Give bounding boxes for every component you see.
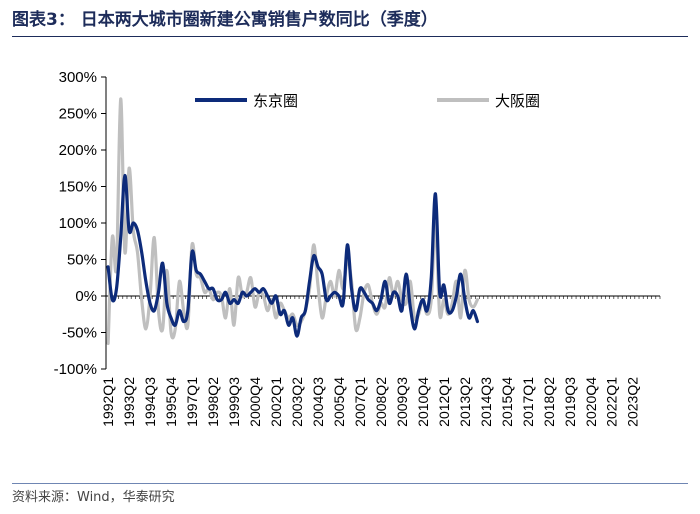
x-tick-label: 2022Q1 <box>604 377 620 427</box>
y-tick-label: 50% <box>67 252 97 269</box>
figure-title: 图表3： 日本两大城市圈新建公寓销售户数同比（季度） <box>12 10 438 30</box>
source-rule <box>12 483 688 484</box>
y-axis: -100% -50% 0% 50% 100% 150% 200% 250% 300% <box>54 69 107 378</box>
x-tick-label: 2007Q1 <box>352 377 368 427</box>
x-tick-label: 2017Q1 <box>520 377 536 427</box>
x-tick-label: 1993Q2 <box>121 377 137 427</box>
x-tick-label: 1999Q3 <box>226 377 242 427</box>
x-tick-label: 2014Q3 <box>478 377 494 427</box>
x-tick-label: 2010Q4 <box>415 377 431 427</box>
x-tick-label: 2000Q4 <box>247 377 263 427</box>
y-tick-label: 150% <box>59 179 97 196</box>
x-tick-label: 2005Q4 <box>331 377 347 427</box>
x-tick-label: 2009Q3 <box>394 377 410 427</box>
legend-label-tokyo: 东京圈 <box>253 92 298 110</box>
series-line-tokyo <box>106 173 480 338</box>
x-tick-label: 1992Q1 <box>100 377 116 427</box>
line-chart: -100% -50% 0% 50% 100% 150% 200% 250% 300% 1992Q… <box>54 69 661 427</box>
x-axis: 1992Q1 1993Q2 1994Q3 1995Q4 1997Q1 1998Q2 1999… <box>100 295 661 427</box>
x-tick-label: 2002Q1 <box>268 377 284 427</box>
x-tick-label: 2020Q4 <box>583 377 599 427</box>
x-tick-label: 2015Q4 <box>499 377 515 427</box>
series-layer <box>106 97 480 346</box>
y-tick-label: -100% <box>54 361 97 378</box>
x-tick-label: 2023Q2 <box>625 377 641 427</box>
y-tick-label: -50% <box>62 325 97 342</box>
x-tick-label: 1997Q1 <box>184 377 200 427</box>
x-tick-label: 2003Q2 <box>289 377 305 427</box>
y-tick-label: 250% <box>59 106 97 123</box>
x-tick-label: 1994Q3 <box>142 377 158 427</box>
x-tick-label: 2004Q3 <box>310 377 326 427</box>
x-tick-label: 2018Q2 <box>541 377 557 427</box>
x-tick-label: 2019Q3 <box>562 377 578 427</box>
legend-label-osaka: 大阪圈 <box>495 92 540 110</box>
x-tick-label: 2008Q2 <box>373 377 389 427</box>
y-tick-label: 100% <box>59 215 97 232</box>
y-tick-label: 200% <box>59 142 97 159</box>
title-rule <box>12 36 688 37</box>
x-tick-label: 1998Q2 <box>205 377 221 427</box>
y-tick-label: 300% <box>59 69 97 86</box>
y-tick-label: 0% <box>75 288 97 305</box>
x-tick-label: 1995Q4 <box>163 377 179 427</box>
series-line-osaka <box>106 97 480 346</box>
x-tick-label: 2013Q2 <box>457 377 473 427</box>
legend: 东京圈 大阪圈 <box>195 92 540 110</box>
x-tick-label: 2012Q1 <box>436 377 452 427</box>
source-note: 资料来源：Wind，华泰研究 <box>12 490 175 505</box>
